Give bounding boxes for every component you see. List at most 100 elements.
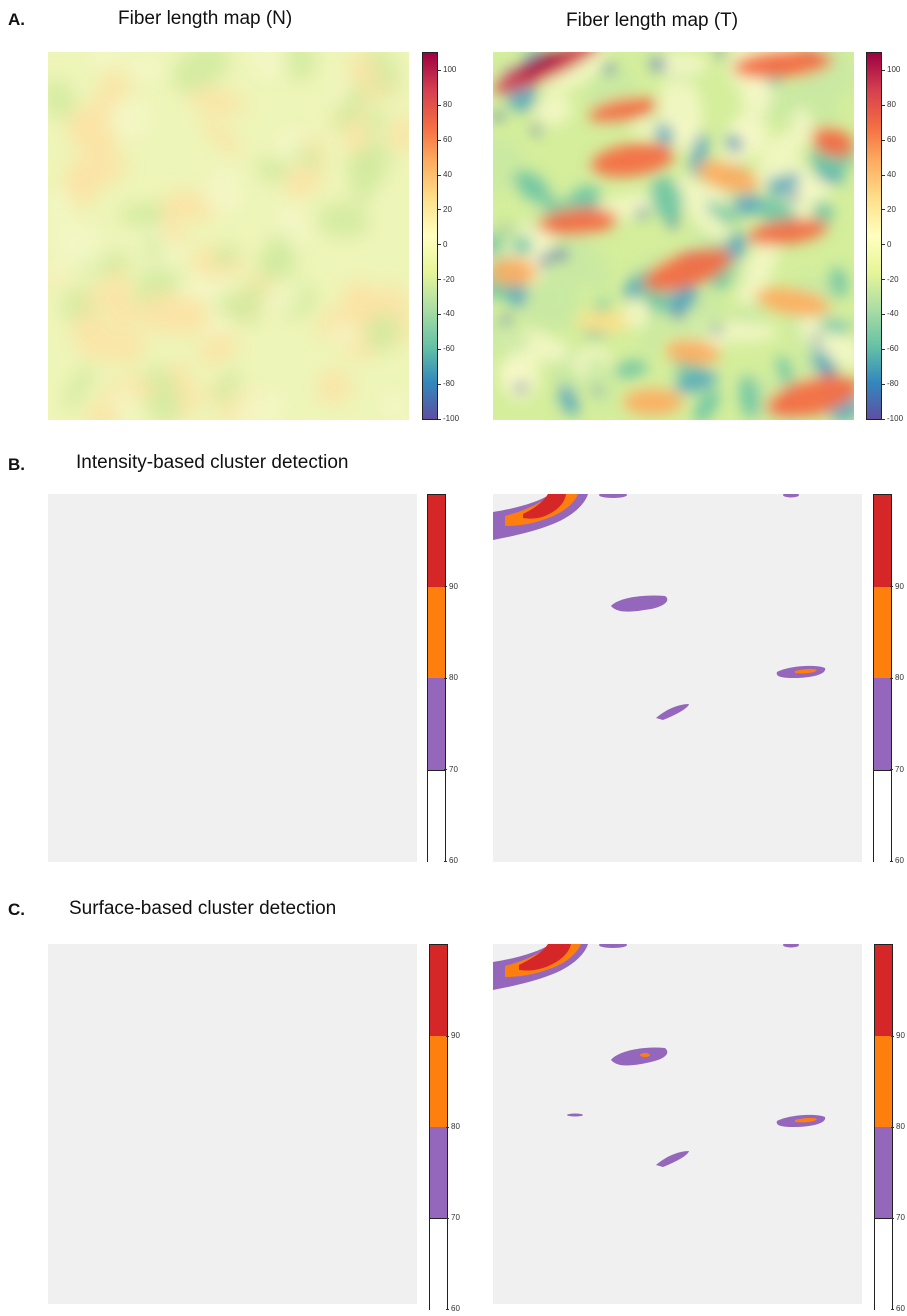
heatmap-cool-blob <box>778 172 800 194</box>
heatmap-cold-spot <box>493 112 504 121</box>
heatmap-cold-spot <box>813 333 820 346</box>
colorbar-band-80-90 <box>874 586 891 678</box>
map-t-svg <box>493 52 854 420</box>
heatmap-cold-spot <box>673 307 682 320</box>
heatmap-warm-streak <box>588 97 658 123</box>
surface-cluster-svg <box>493 944 826 1167</box>
heatmap-cold-spot <box>712 325 723 334</box>
heatmap-texture-blob <box>316 202 370 238</box>
colorbar-tick: 60 <box>891 1304 905 1313</box>
heatmap-warm-streak <box>493 258 537 286</box>
colorbar-tick: -40 <box>882 309 899 319</box>
cluster-top-left-red <box>523 494 566 519</box>
colorbar-tick: 80 <box>882 100 896 110</box>
heatmap-texture-blob <box>214 292 262 324</box>
heatmap-texture-blob <box>363 109 387 133</box>
heatmap-texture-blob <box>740 85 772 118</box>
colorbar-band-60-70 <box>875 1218 892 1310</box>
cluster-top-center <box>599 494 627 498</box>
heatmap-texture-blob <box>64 363 94 411</box>
heatmap-cool-blob <box>776 355 794 388</box>
heatmap-texture-blob <box>757 130 801 191</box>
colorbar-band-60-70 <box>874 769 891 862</box>
heatmap-cool-blob <box>705 200 738 226</box>
heatmap-warm-streak <box>733 52 833 79</box>
heatmap-texture-blob <box>387 117 409 153</box>
colorbar-tick: 80 <box>890 673 904 682</box>
heatmap-texture-blob <box>534 93 572 127</box>
colorbar-tick: 80 <box>891 1122 905 1131</box>
heatmap-texture-blob <box>585 355 616 407</box>
heatmap-cold-spot <box>539 255 550 268</box>
heatmap-texture-blob <box>74 100 120 150</box>
heatmap-warm-streak <box>766 375 854 419</box>
section-c-title: Surface-based cluster detection <box>69 898 337 919</box>
heatmap-texture-blob <box>159 209 186 247</box>
heatmap-cool-blob <box>558 383 579 417</box>
heatmap-cool-blob <box>512 236 533 256</box>
colorbar-tick: 100 <box>881 65 901 75</box>
colorbar-tick: 70 <box>444 764 458 774</box>
heatmap-texture-blob <box>141 365 181 420</box>
colorbar-tick: 70 <box>891 1213 905 1222</box>
map-n-title: Fiber length map (N) <box>118 8 293 29</box>
colorbar-tick: 90 <box>444 581 458 591</box>
colorbar-tick: 60 <box>446 1304 460 1313</box>
heatmap-cool-blob <box>767 175 784 198</box>
heatmap-cold-spot <box>514 383 528 393</box>
colorbar-band-80-90 <box>430 1036 447 1127</box>
heatmap-texture-blob <box>285 52 316 82</box>
surface-cluster-map-t <box>493 944 862 1304</box>
colorbar-intensity-t: 90 80 70 60 <box>873 494 904 865</box>
intensity-cluster-map-t <box>493 494 862 862</box>
heatmap-texture-blob <box>241 283 266 308</box>
surface-cluster-map-n <box>48 944 417 1304</box>
heatmap-texture-blob <box>365 312 401 352</box>
heatmap-texture-blob <box>126 53 165 83</box>
cluster-small-left <box>567 1113 583 1117</box>
heatmap-texture-blob <box>106 330 147 366</box>
colorbar-tick: 60 <box>882 135 896 145</box>
cluster-middle-right-orange <box>795 668 817 674</box>
heatmap-cold-spot <box>651 57 665 71</box>
colorbar-band-70-80 <box>430 1127 447 1218</box>
heatmap-texture-blob <box>213 244 239 268</box>
colorbar-band-80-90 <box>875 1036 892 1127</box>
heatmap-cool-blob <box>739 374 760 420</box>
heatmap-cold-spot <box>667 220 679 228</box>
colorbar-band-90-plus <box>875 945 892 1036</box>
colorbar-tick: 80 <box>444 673 458 682</box>
colorbar-map-n: 100 80 60 40 20 0 -20 -40 -60 -80 -100 <box>422 52 459 423</box>
colorbar-tick: 40 <box>882 170 896 179</box>
colorbar-tick: -100 <box>881 414 904 423</box>
heatmap-texture-blob <box>493 319 529 358</box>
heatmap-texture-blob <box>652 52 709 77</box>
colorbar-intensity-n: 90 80 70 60 <box>427 494 458 865</box>
heatmap-cool-blob <box>674 370 718 393</box>
heatmap-cold-spot <box>499 316 513 325</box>
heatmap-texture-blob <box>493 137 524 194</box>
heatmap-texture-blob <box>622 299 651 329</box>
heatmap-texture-blob <box>248 52 288 81</box>
colorbar-tick: 70 <box>890 764 904 774</box>
colorbar-tick: 90 <box>890 581 904 591</box>
cluster-upper-middle-orange <box>640 1053 650 1057</box>
heatmap-cold-spot <box>715 52 726 58</box>
heatmap-texture-blob <box>292 146 322 169</box>
colorbar-band-90-plus <box>428 495 445 587</box>
cluster-top-right <box>783 494 799 498</box>
colorbar-tick: -40 <box>438 309 455 319</box>
heatmap-texture-blob <box>48 260 68 284</box>
colorbar-tick: -60 <box>438 344 455 354</box>
heatmap-cool-blob <box>614 360 648 379</box>
colorbar-band-70-80 <box>875 1127 892 1218</box>
heatmap-texture-blob <box>798 317 854 369</box>
heatmap-texture-blob <box>48 79 76 120</box>
map-t-title: Fiber length map (T) <box>566 10 739 31</box>
intensity-cluster-map-n <box>48 494 417 862</box>
colorbar-tick: 0 <box>881 239 892 249</box>
heatmap-texture-blob <box>170 295 211 337</box>
heatmap-cold-spot <box>729 140 742 148</box>
heatmap-cool-blob <box>493 233 504 255</box>
heatmap-cold-spot <box>593 386 602 395</box>
